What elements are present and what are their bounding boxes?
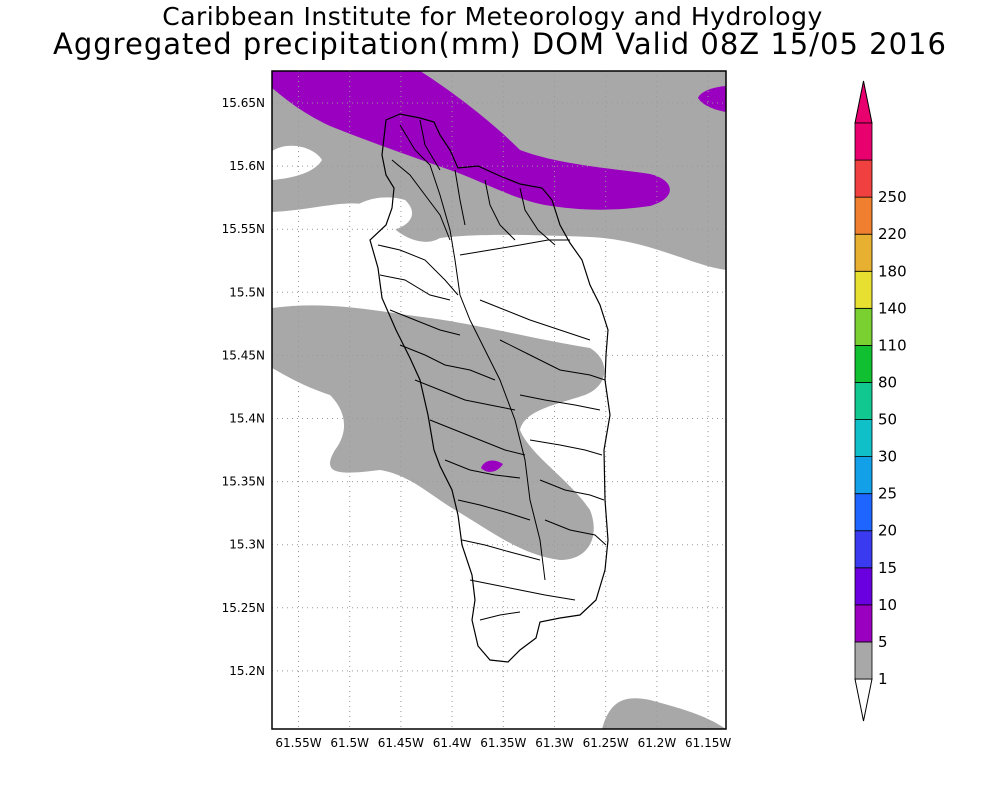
legend-arrow-high [854, 80, 873, 124]
legend-swatch [854, 456, 873, 495]
lat-tick-label: 15.3N [229, 538, 265, 552]
lat-tick-label: 15.4N [229, 412, 265, 426]
latitude-labels: 15.65N 15.6N 15.55N 15.5N 15.45N 15.4N 15.35N 1… [222, 96, 265, 678]
legend-label: 25 [878, 485, 897, 503]
lat-tick-label: 15.65N [222, 96, 265, 110]
legend-label: 20 [878, 522, 897, 540]
lon-tick-label: 61.2W [638, 736, 677, 750]
legend-label: 80 [878, 373, 897, 391]
legend-swatch [854, 567, 873, 606]
legend-swatch [854, 382, 873, 420]
lon-tick-label: 61.35W [480, 736, 526, 750]
graticule [272, 71, 726, 729]
legend-swatch [854, 641, 873, 680]
lat-tick-label: 15.5N [229, 285, 265, 299]
legend-swatch [854, 270, 873, 309]
legend-swatch [854, 344, 873, 383]
legend-label: 30 [878, 448, 897, 466]
legend-label: 15 [878, 559, 897, 577]
lon-tick-label: 61.3W [535, 736, 574, 750]
dry-pocket-northwest [272, 145, 322, 180]
legend-swatch [854, 122, 873, 161]
watershed-lines [377, 119, 607, 621]
precip-zone-purple-northeast [698, 86, 726, 112]
legend-label: 1 [878, 670, 888, 688]
precip-shading [272, 71, 726, 729]
lat-tick-label: 15.55N [222, 222, 265, 236]
legend-swatch [854, 419, 873, 457]
lon-tick-label: 61.45W [378, 736, 424, 750]
map-frame [271, 70, 727, 730]
lon-tick-label: 61.4W [433, 736, 472, 750]
lon-tick-label: 61.5W [330, 736, 369, 750]
lon-tick-label: 61.25W [583, 736, 629, 750]
legend-label: 50 [878, 411, 897, 429]
title-line-1: Caribbean Institute for Meteorology and … [162, 2, 823, 31]
legend-swatch [854, 493, 873, 532]
title-line-2: Aggregated precipitation(mm) DOM Valid 0… [53, 27, 947, 61]
legend-swatch [854, 530, 873, 569]
legend-label: 220 [878, 225, 907, 243]
legend-label: 250 [878, 188, 907, 206]
lat-tick-label: 15.45N [222, 348, 265, 362]
legend-swatch [854, 604, 873, 643]
lat-tick-label: 15.6N [229, 159, 265, 173]
precip-zone-purple-central [481, 460, 503, 472]
lat-tick-label: 15.25N [222, 601, 265, 615]
legend-label: 140 [878, 299, 907, 317]
precip-zone-purple-north [272, 71, 670, 210]
lon-tick-label: 61.55W [275, 736, 321, 750]
lat-tick-label: 15.2N [229, 664, 265, 678]
legend-label: 5 [878, 633, 888, 651]
lon-tick-label: 61.15W [685, 736, 731, 750]
dominica-coastline [369, 113, 611, 663]
legend-swatch [854, 159, 873, 198]
dry-pocket-west [345, 197, 413, 232]
legend-swatch [854, 307, 873, 346]
legend-swatch [854, 196, 873, 235]
legend-arrow-low [854, 678, 873, 722]
longitude-labels: 61.55W 61.5W 61.45W 61.4W 61.35W 61.3W 61.25W 6… [275, 736, 731, 750]
legend-label: 10 [878, 596, 897, 614]
lat-tick-label: 15.35N [222, 475, 265, 489]
precip-zone-gray-southeast [602, 698, 726, 729]
precip-zone-gray-south [272, 305, 605, 560]
legend-label: 110 [878, 336, 907, 354]
legend-swatch [854, 233, 873, 272]
legend-label: 180 [878, 262, 907, 280]
